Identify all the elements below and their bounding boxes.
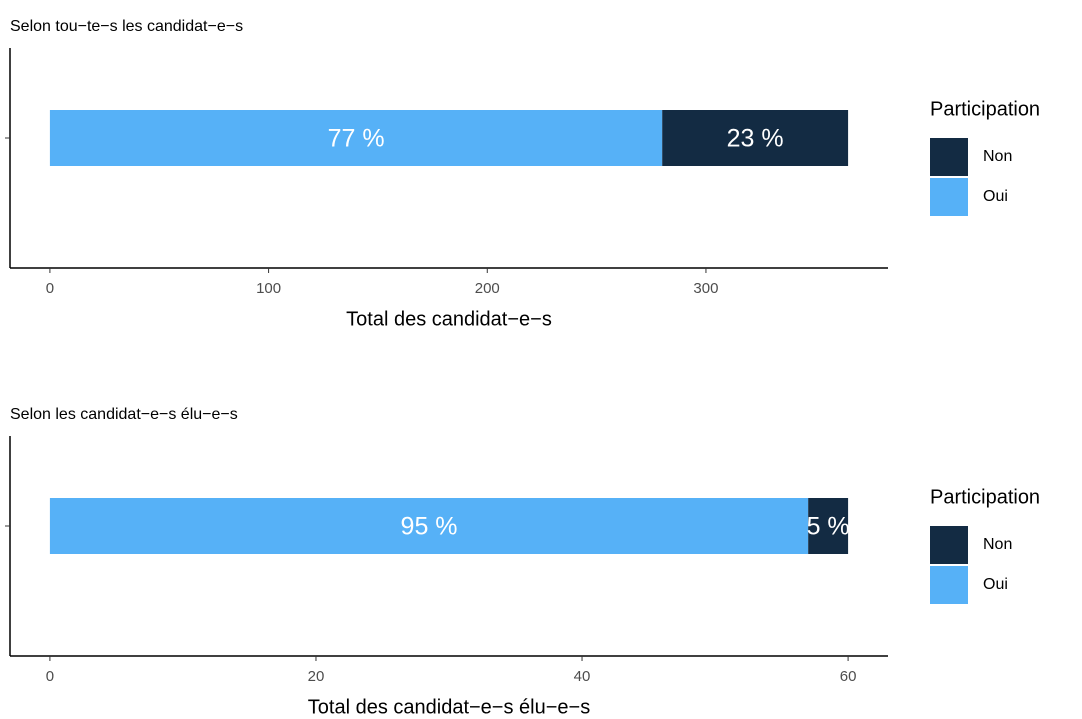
bar-label: 77 % <box>328 125 385 153</box>
x-axis-title: Total des candidat−e−s <box>346 308 552 330</box>
legend-label: Oui <box>983 576 1008 593</box>
x-tick-label: 0 <box>46 668 54 685</box>
x-tick-label: 60 <box>840 668 857 685</box>
legend-title: Participation <box>930 98 1040 120</box>
x-tick-label: 100 <box>256 280 281 297</box>
legend-label: Non <box>983 148 1012 165</box>
x-tick-label: 0 <box>46 280 54 297</box>
bar-segment <box>49 498 809 554</box>
chart-title: Selon les candidat−e−s élu−e−s <box>10 406 238 423</box>
legend-key <box>930 526 968 564</box>
x-axis-title: Total des candidat−e−s élu−e−s <box>308 696 590 718</box>
x-tick-label: 40 <box>574 668 591 685</box>
bar-segment <box>49 110 663 166</box>
legend-key <box>930 566 968 604</box>
bar-label: 5 % <box>807 513 850 541</box>
bar-label: 95 % <box>401 513 458 541</box>
legend-title: Participation <box>930 486 1040 508</box>
bar-segment <box>808 498 849 554</box>
bar-label: 23 % <box>727 125 784 153</box>
x-tick-label: 20 <box>308 668 325 685</box>
chart-title: Selon tou−te−s les candidat−e−s <box>10 18 243 35</box>
legend-label: Oui <box>983 188 1008 205</box>
legend-key <box>930 138 968 176</box>
bar-segment <box>662 110 849 166</box>
legend-key <box>930 178 968 216</box>
x-tick-label: 300 <box>693 280 718 297</box>
legend-label: Non <box>983 536 1012 553</box>
x-tick-label: 200 <box>475 280 500 297</box>
